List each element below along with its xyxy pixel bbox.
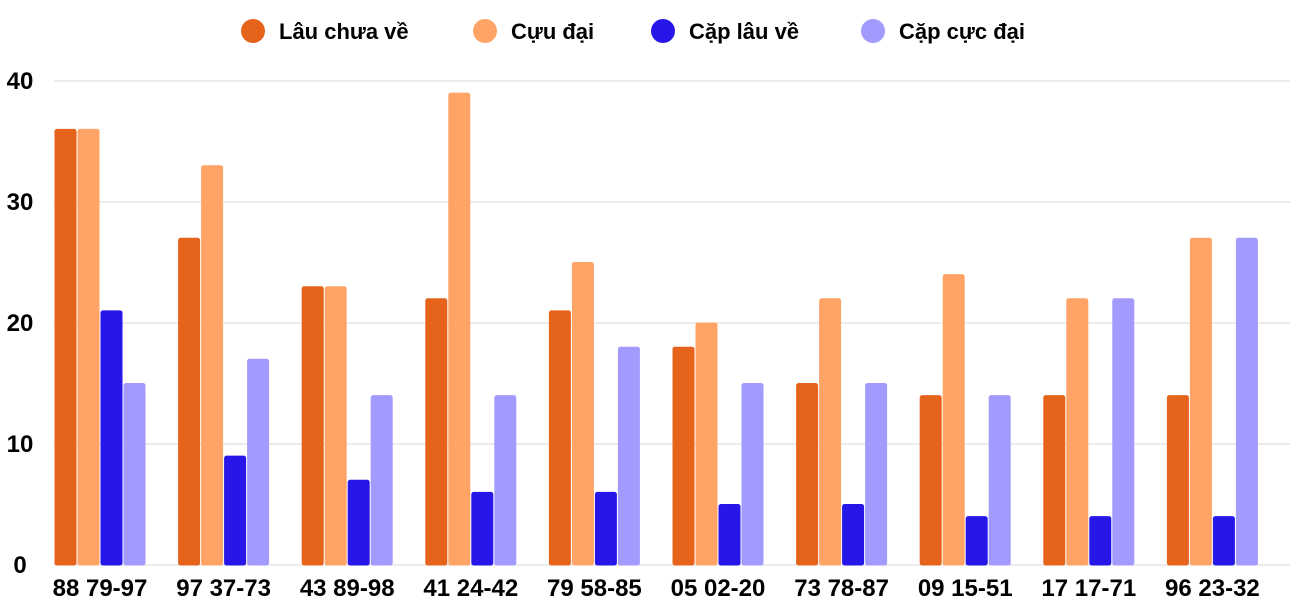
legend-label: Lâu chưa về [279, 19, 409, 44]
bar [796, 383, 819, 566]
x-category-label: 17 17-71 [1041, 575, 1136, 600]
bars [54, 92, 1258, 566]
bar [425, 298, 448, 566]
bar [1066, 298, 1089, 566]
bar [370, 395, 393, 566]
bar [1189, 237, 1212, 566]
bar [1043, 395, 1066, 566]
bar [1235, 237, 1258, 566]
bar [178, 237, 201, 566]
bar [1166, 395, 1189, 566]
x-category-label: 88 79-97 [53, 575, 148, 600]
bar [201, 165, 224, 566]
x-category-label: 41 24-42 [423, 575, 518, 600]
bar [77, 128, 100, 566]
x-category-label: 73 78-87 [794, 575, 889, 600]
bar [123, 383, 146, 566]
bar [1112, 298, 1135, 566]
bar [988, 395, 1011, 566]
x-category-label: 43 89-98 [300, 575, 395, 600]
legend-swatch [241, 19, 265, 43]
legend-label: Cặp cực đại [899, 19, 1025, 44]
bar [224, 455, 247, 566]
bar [471, 491, 494, 566]
bar [54, 128, 77, 566]
bar [919, 395, 942, 566]
y-tick-label: 0 [13, 552, 26, 579]
bar [301, 286, 324, 566]
bar [718, 504, 741, 566]
legend-label: Cặp lâu về [689, 19, 799, 44]
bar [347, 479, 370, 566]
bar [571, 262, 594, 566]
x-category-label: 09 15-51 [918, 575, 1013, 600]
bar [617, 346, 640, 566]
y-tick-label: 30 [7, 189, 34, 216]
bar [548, 310, 571, 566]
bar [819, 298, 842, 566]
legend-swatch [861, 19, 885, 43]
legend-label: Cựu đại [511, 19, 594, 44]
y-axis-ticks: 0 10 20 30 40 [7, 68, 34, 579]
legend: Lâu chưa về Cựu đại Cặp lâu về Cặp cực đại [241, 19, 1025, 44]
bar [695, 322, 718, 566]
legend-item: Cặp cực đại [861, 19, 1025, 44]
x-category-label: 79 58-85 [547, 575, 642, 600]
y-tick-label: 40 [7, 68, 34, 95]
bar [942, 274, 965, 566]
bar [1089, 516, 1112, 566]
legend-item: Lâu chưa về [241, 19, 409, 44]
y-tick-label: 10 [7, 431, 34, 458]
bar [324, 286, 347, 566]
x-axis-categories: 88 79-97 97 37-73 43 89-98 41 24-42 79 58-85… [53, 575, 1260, 602]
bar [247, 358, 270, 566]
bar [448, 92, 471, 566]
bar [842, 504, 865, 566]
x-category-label: 96 23-32 [1165, 575, 1260, 600]
bar [672, 346, 695, 566]
y-tick-label: 20 [7, 310, 34, 337]
bar [494, 395, 517, 566]
legend-item: Cựu đại [473, 19, 594, 44]
bar [1212, 516, 1235, 566]
x-category-label: 05 02-20 [671, 575, 766, 600]
bar [865, 383, 888, 566]
bar [594, 491, 617, 566]
x-category-label: 97 37-73 [176, 575, 271, 600]
bar [100, 310, 123, 566]
bar [741, 383, 764, 566]
legend-swatch [651, 19, 675, 43]
bar [965, 516, 988, 566]
legend-item: Cặp lâu về [651, 19, 799, 44]
legend-swatch [473, 19, 497, 43]
